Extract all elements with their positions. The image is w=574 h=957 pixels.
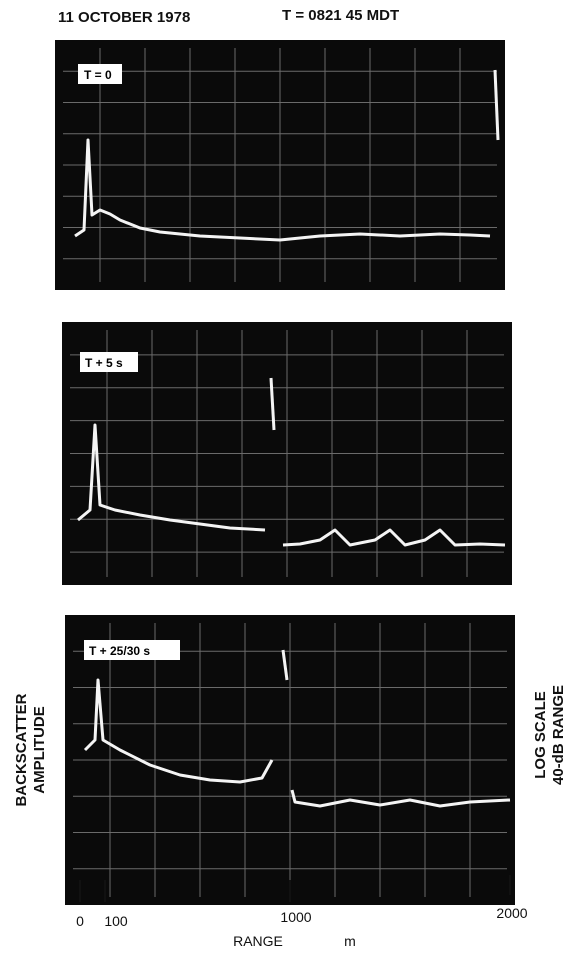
range-tick-label: 2000 (496, 905, 527, 921)
right-label: LOG SCALE (532, 691, 549, 779)
right-label: 40-dB RANGE (550, 685, 567, 785)
panel-label: T = 0 (84, 68, 112, 82)
trace (269, 377, 276, 431)
left-label: BACKSCATTER (13, 693, 30, 806)
trace (74, 138, 491, 242)
header-date: 11 OCTOBER 1978 (58, 9, 190, 26)
range-tick-label: 0 (76, 913, 84, 929)
left-label: AMPLITUDE (31, 706, 48, 794)
trace (77, 423, 266, 532)
range-tick-label: 1000 (280, 909, 311, 925)
header-time: T = 0821 45 MDT (282, 7, 399, 24)
trace (282, 528, 506, 547)
panel-label-box (78, 64, 122, 84)
grids (63, 48, 507, 897)
trace (83, 678, 274, 784)
trace (493, 69, 500, 141)
panel-label-box (80, 352, 138, 372)
trace (290, 789, 511, 808)
x-axis-label: RANGE (233, 933, 283, 949)
panel-label-box (84, 640, 180, 660)
panel-label: T + 5 s (85, 356, 123, 370)
panel-label: T + 25/30 s (89, 644, 150, 658)
range-tick-label: 100 (104, 913, 128, 929)
trace (281, 649, 289, 681)
x-axis-unit: m (344, 933, 356, 949)
